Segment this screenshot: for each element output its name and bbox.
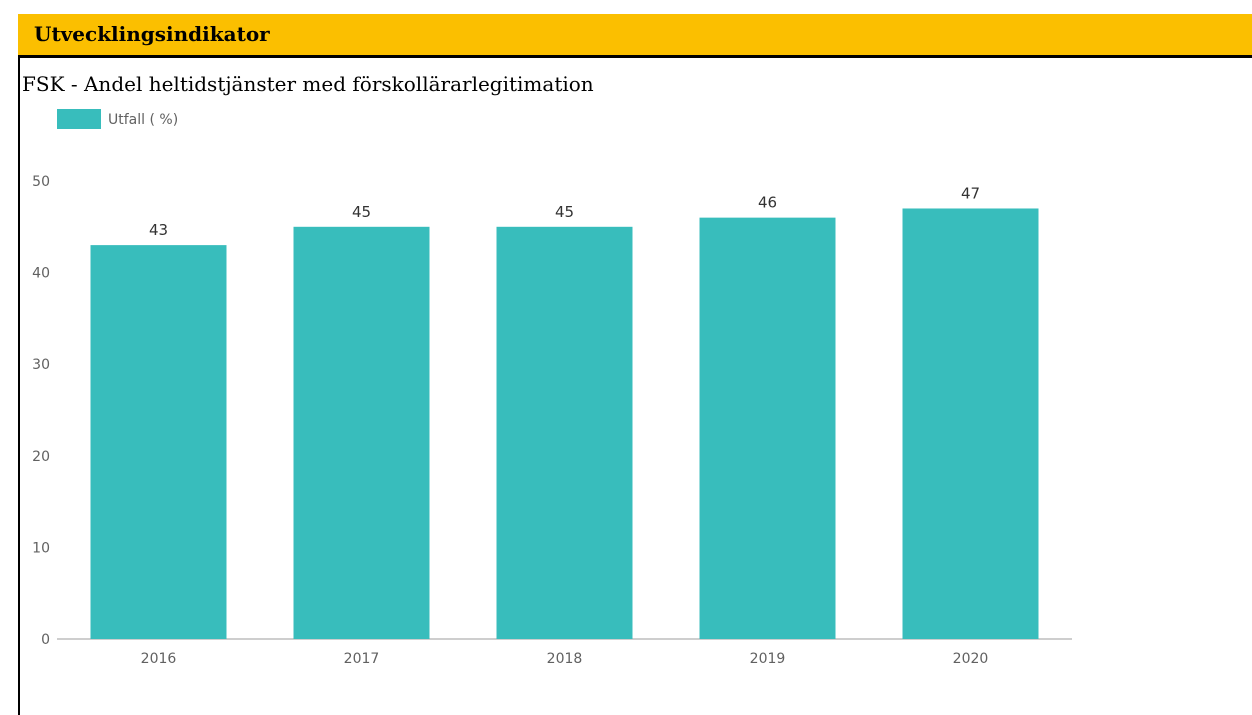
header-bar: Utvecklingsindikator	[18, 14, 1252, 58]
y-tick-label: 0	[41, 632, 50, 648]
bar	[902, 208, 1039, 640]
x-tick-label: 2016	[141, 651, 177, 667]
legend-swatch	[57, 109, 101, 129]
bar-data-label: 43	[149, 221, 168, 239]
indicator-title: FSK - Andel heltidstjänster med förskoll…	[22, 72, 594, 96]
y-tick-label: 20	[32, 449, 50, 465]
legend-label: Utfall ( %)	[108, 112, 178, 128]
bar	[699, 217, 836, 639]
x-tick-label: 2019	[750, 651, 786, 667]
bar-data-label: 46	[758, 194, 777, 212]
bar-data-label: 45	[352, 203, 371, 221]
bar	[496, 226, 633, 640]
x-tick-label: 2018	[547, 651, 583, 667]
bar-data-label: 45	[555, 203, 574, 221]
y-tick-label: 40	[32, 266, 50, 282]
x-tick-label: 2017	[344, 651, 380, 667]
y-tick-label: 50	[32, 174, 50, 190]
y-tick-label: 10	[32, 540, 50, 556]
x-tick-label: 2020	[953, 651, 989, 667]
page-title: Utvecklingsindikator	[34, 22, 270, 46]
bar	[90, 245, 227, 639]
y-tick-label: 30	[32, 357, 50, 373]
bar-data-label: 47	[961, 184, 980, 202]
bar	[293, 226, 430, 640]
panel-left-border	[18, 58, 20, 715]
